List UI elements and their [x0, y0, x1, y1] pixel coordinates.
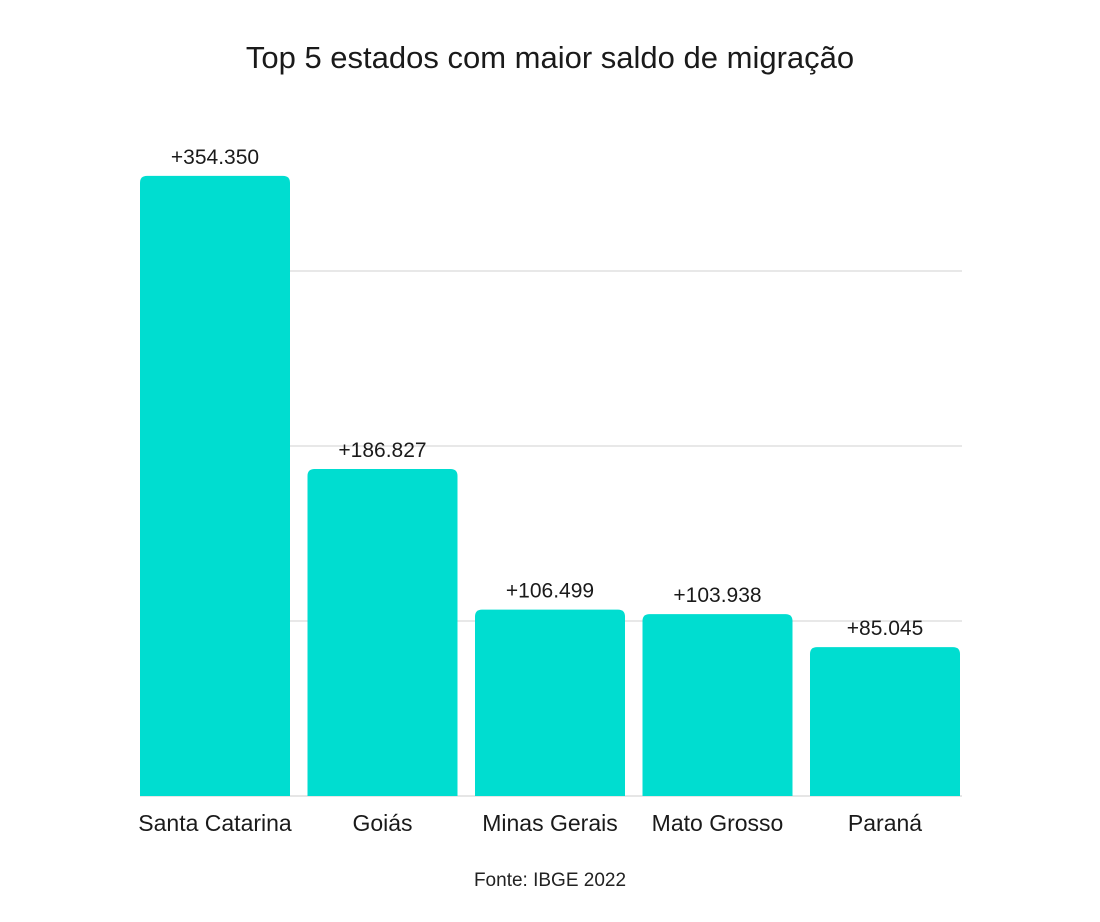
bars: [140, 175, 960, 796]
value-label-4: +85.045: [847, 617, 924, 640]
value-label-2: +106.499: [506, 580, 594, 603]
bar-0: [140, 175, 290, 796]
bar-2: [475, 609, 625, 796]
bar-3: [642, 614, 793, 796]
chart-source: Fonte: IBGE 2022: [473, 870, 627, 891]
labels: +354.350 Santa Catarina +186.827 Goiás +106.…: [138, 146, 923, 836]
category-label-3: Mato Grosso: [652, 810, 784, 836]
value-label-3: +103.938: [673, 584, 761, 607]
value-label-0: +354.350: [171, 146, 259, 169]
category-label-0: Santa Catarina: [138, 810, 292, 836]
category-label-2: Minas Gerais: [482, 810, 617, 836]
chart-title: Top 5 estados com maior saldo de migraçã…: [245, 40, 855, 75]
bar-4: [810, 647, 960, 796]
value-label-1: +186.827: [338, 439, 426, 462]
category-label-4: Paraná: [848, 810, 922, 836]
category-label-1: Goiás: [352, 810, 412, 836]
bar-1: [307, 469, 458, 796]
